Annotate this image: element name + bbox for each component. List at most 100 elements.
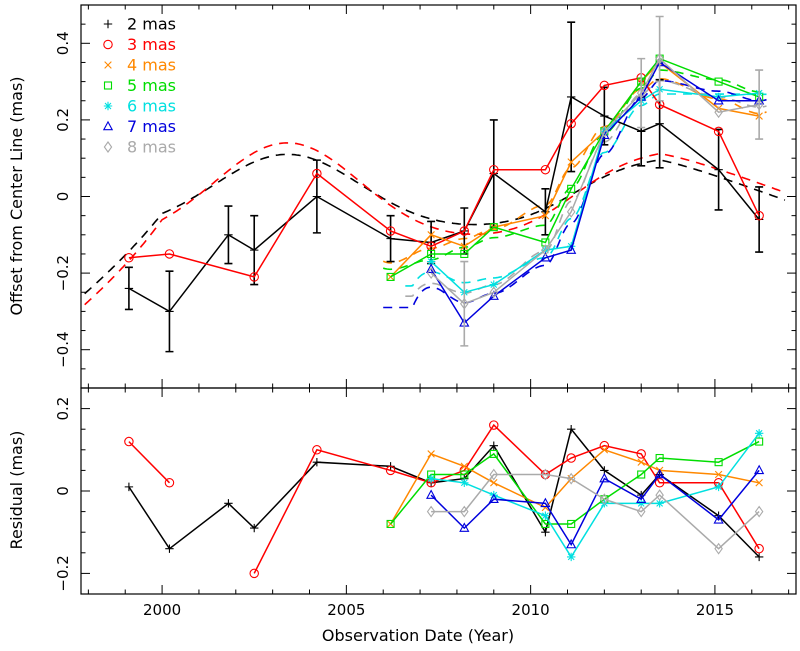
series-3-mas xyxy=(124,73,764,282)
residual-point xyxy=(714,482,723,492)
y-tick-label: −0.2 xyxy=(54,555,72,591)
y-tick-label: −0.4 xyxy=(54,331,72,367)
data-point xyxy=(540,164,551,175)
legend-marker xyxy=(103,81,113,90)
data-point xyxy=(599,80,610,91)
residual-point xyxy=(460,478,469,487)
data-point xyxy=(460,297,469,310)
legend-label: 8 mas xyxy=(127,138,176,157)
error-bar xyxy=(755,69,764,140)
residual-point xyxy=(490,479,498,487)
data-point xyxy=(489,280,498,289)
series-line xyxy=(430,88,760,294)
data-point xyxy=(249,272,259,282)
residual-point xyxy=(754,464,765,475)
residual-point xyxy=(566,552,576,562)
data-point xyxy=(713,94,724,105)
model-curve xyxy=(84,142,786,306)
residual-point xyxy=(540,497,551,508)
data-point xyxy=(566,205,576,218)
data-point xyxy=(754,210,764,221)
data-point xyxy=(489,286,499,299)
residual-point xyxy=(427,450,435,458)
data-point xyxy=(655,52,664,65)
data-point xyxy=(600,111,609,121)
data-point xyxy=(426,263,437,274)
data-point xyxy=(655,119,664,128)
residual-point xyxy=(714,458,723,467)
legend-marker xyxy=(104,61,112,69)
data-point xyxy=(566,118,576,129)
residual-point xyxy=(714,542,723,555)
data-point xyxy=(224,230,233,239)
y-tick-label: 0 xyxy=(54,486,72,496)
residual-point xyxy=(124,482,134,492)
residual-point xyxy=(655,499,664,508)
legend-label: 6 mas xyxy=(127,97,176,116)
model-curve xyxy=(405,79,767,297)
model-curve xyxy=(383,79,767,309)
residual-point xyxy=(489,420,499,430)
top-plot-frame xyxy=(80,4,797,389)
data-point xyxy=(489,223,498,232)
data-point xyxy=(540,252,551,262)
legend-marker xyxy=(103,19,113,29)
data-point xyxy=(426,267,436,280)
residual-point xyxy=(566,453,576,463)
residual-point xyxy=(754,429,764,438)
residual-6-mas xyxy=(426,429,764,562)
residual-point xyxy=(489,449,498,458)
residual-point xyxy=(250,523,259,533)
legend-marker xyxy=(103,141,113,153)
residual-point xyxy=(460,470,469,479)
bottom-plot-frame xyxy=(80,387,797,595)
bottom-panel: 2000 2005 2010 2015 −0.2 0 0.2 Residual (mas) xyxy=(7,387,797,619)
y-tick-label: 0.4 xyxy=(54,31,72,55)
legend-label: 4 mas xyxy=(127,56,176,75)
x-axis-label: Observation Date (Year) xyxy=(322,626,514,645)
residual-point xyxy=(713,514,724,524)
data-point xyxy=(165,307,174,316)
legend-marker xyxy=(102,120,114,131)
data-point xyxy=(541,211,550,220)
legend-label: 3 mas xyxy=(127,35,176,54)
residual-3-mas xyxy=(124,420,764,579)
data-point xyxy=(124,253,134,263)
series-7-mas xyxy=(426,56,765,327)
residual-point xyxy=(754,505,764,518)
residual-5-mas xyxy=(386,437,764,529)
data-point xyxy=(489,164,499,175)
data-point xyxy=(754,98,764,111)
model-curve xyxy=(382,77,767,264)
residual-point xyxy=(755,479,763,487)
residual-8-mas xyxy=(426,468,764,555)
residual-point xyxy=(567,519,576,529)
series-line xyxy=(430,61,760,325)
data-point xyxy=(426,257,436,266)
data-point xyxy=(714,77,723,86)
top-panel: −0.4 −0.2 0 0.2 0.4 Offset from Center Line … xyxy=(7,4,797,389)
y-tick-label: 0.2 xyxy=(54,397,72,421)
residual-point xyxy=(249,568,259,579)
residual-point xyxy=(124,436,134,447)
residual-point xyxy=(541,528,550,537)
data-point xyxy=(312,168,322,179)
residual-point xyxy=(654,468,665,479)
residual-point xyxy=(541,468,550,481)
residual-point xyxy=(566,425,576,434)
data-point xyxy=(636,87,646,100)
legend-marker xyxy=(103,101,113,111)
residual-point xyxy=(312,457,322,467)
residual-point xyxy=(488,493,499,503)
residual-point xyxy=(636,493,647,503)
residual-point xyxy=(165,544,174,553)
residual-7-mas xyxy=(426,464,765,549)
residual-point xyxy=(541,519,550,529)
residual-point xyxy=(566,472,576,485)
residual-series xyxy=(124,420,765,579)
data-point xyxy=(460,249,469,258)
residual-point xyxy=(600,446,609,454)
data-point xyxy=(488,290,499,300)
